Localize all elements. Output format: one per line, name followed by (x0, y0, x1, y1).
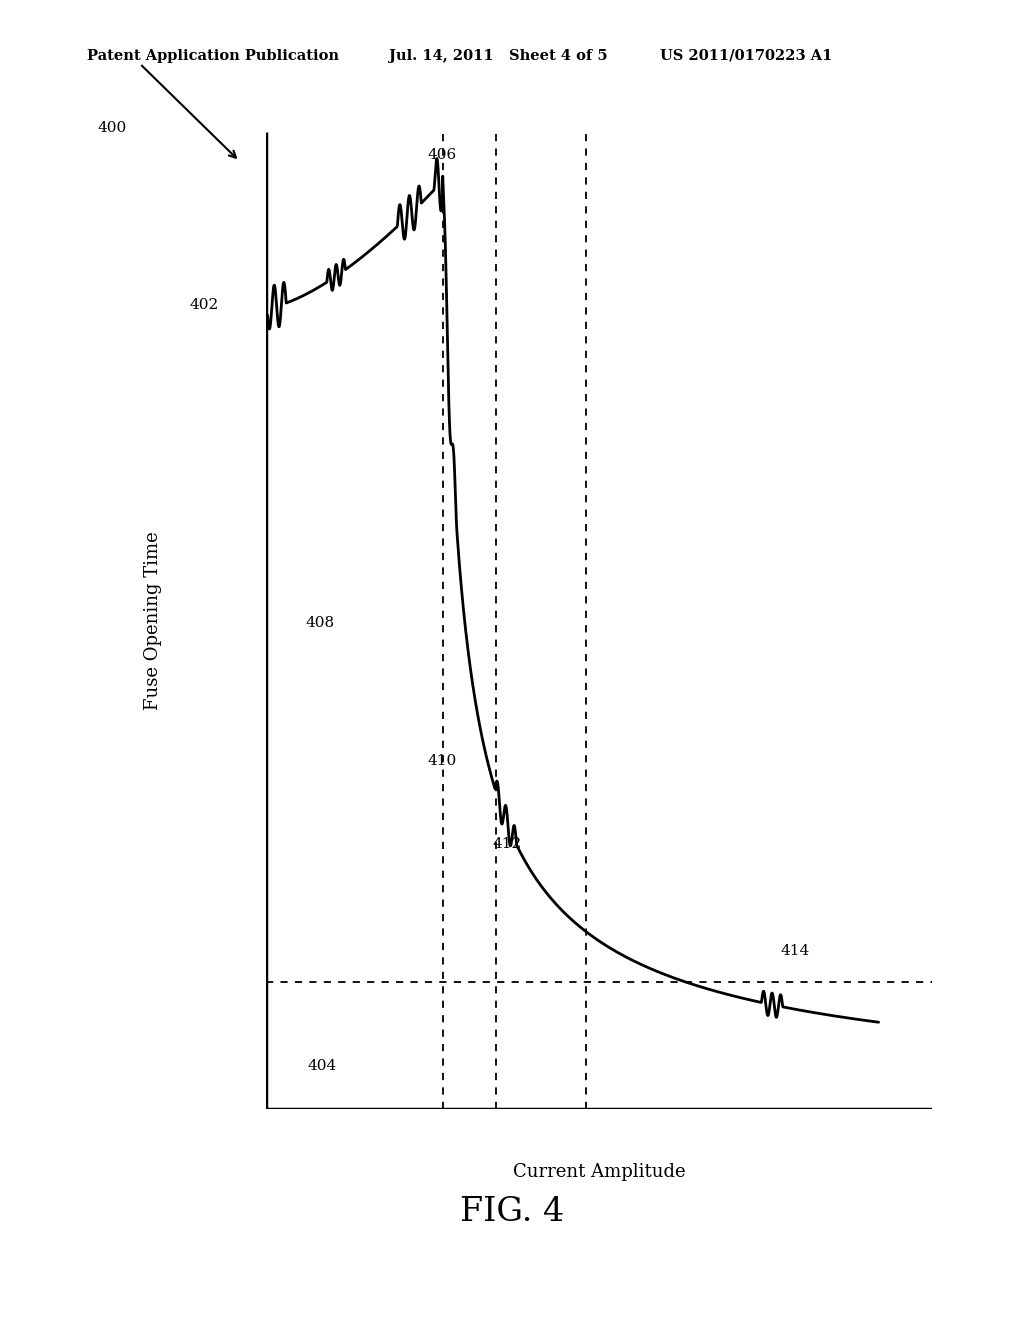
Text: 406: 406 (427, 148, 457, 162)
Text: Fuse Opening Time: Fuse Opening Time (144, 531, 162, 710)
Text: US 2011/0170223 A1: US 2011/0170223 A1 (660, 49, 833, 63)
Text: 410: 410 (428, 754, 457, 768)
Text: 402: 402 (189, 298, 219, 313)
Text: 414: 414 (781, 944, 810, 958)
Text: Jul. 14, 2011   Sheet 4 of 5: Jul. 14, 2011 Sheet 4 of 5 (389, 49, 608, 63)
Text: 404: 404 (307, 1059, 337, 1073)
Text: Patent Application Publication: Patent Application Publication (87, 49, 339, 63)
Text: 408: 408 (306, 616, 335, 630)
Text: FIG. 4: FIG. 4 (460, 1196, 564, 1228)
Text: Current Amplitude: Current Amplitude (513, 1163, 685, 1181)
Text: 400: 400 (97, 121, 127, 135)
Text: 412: 412 (493, 837, 522, 850)
